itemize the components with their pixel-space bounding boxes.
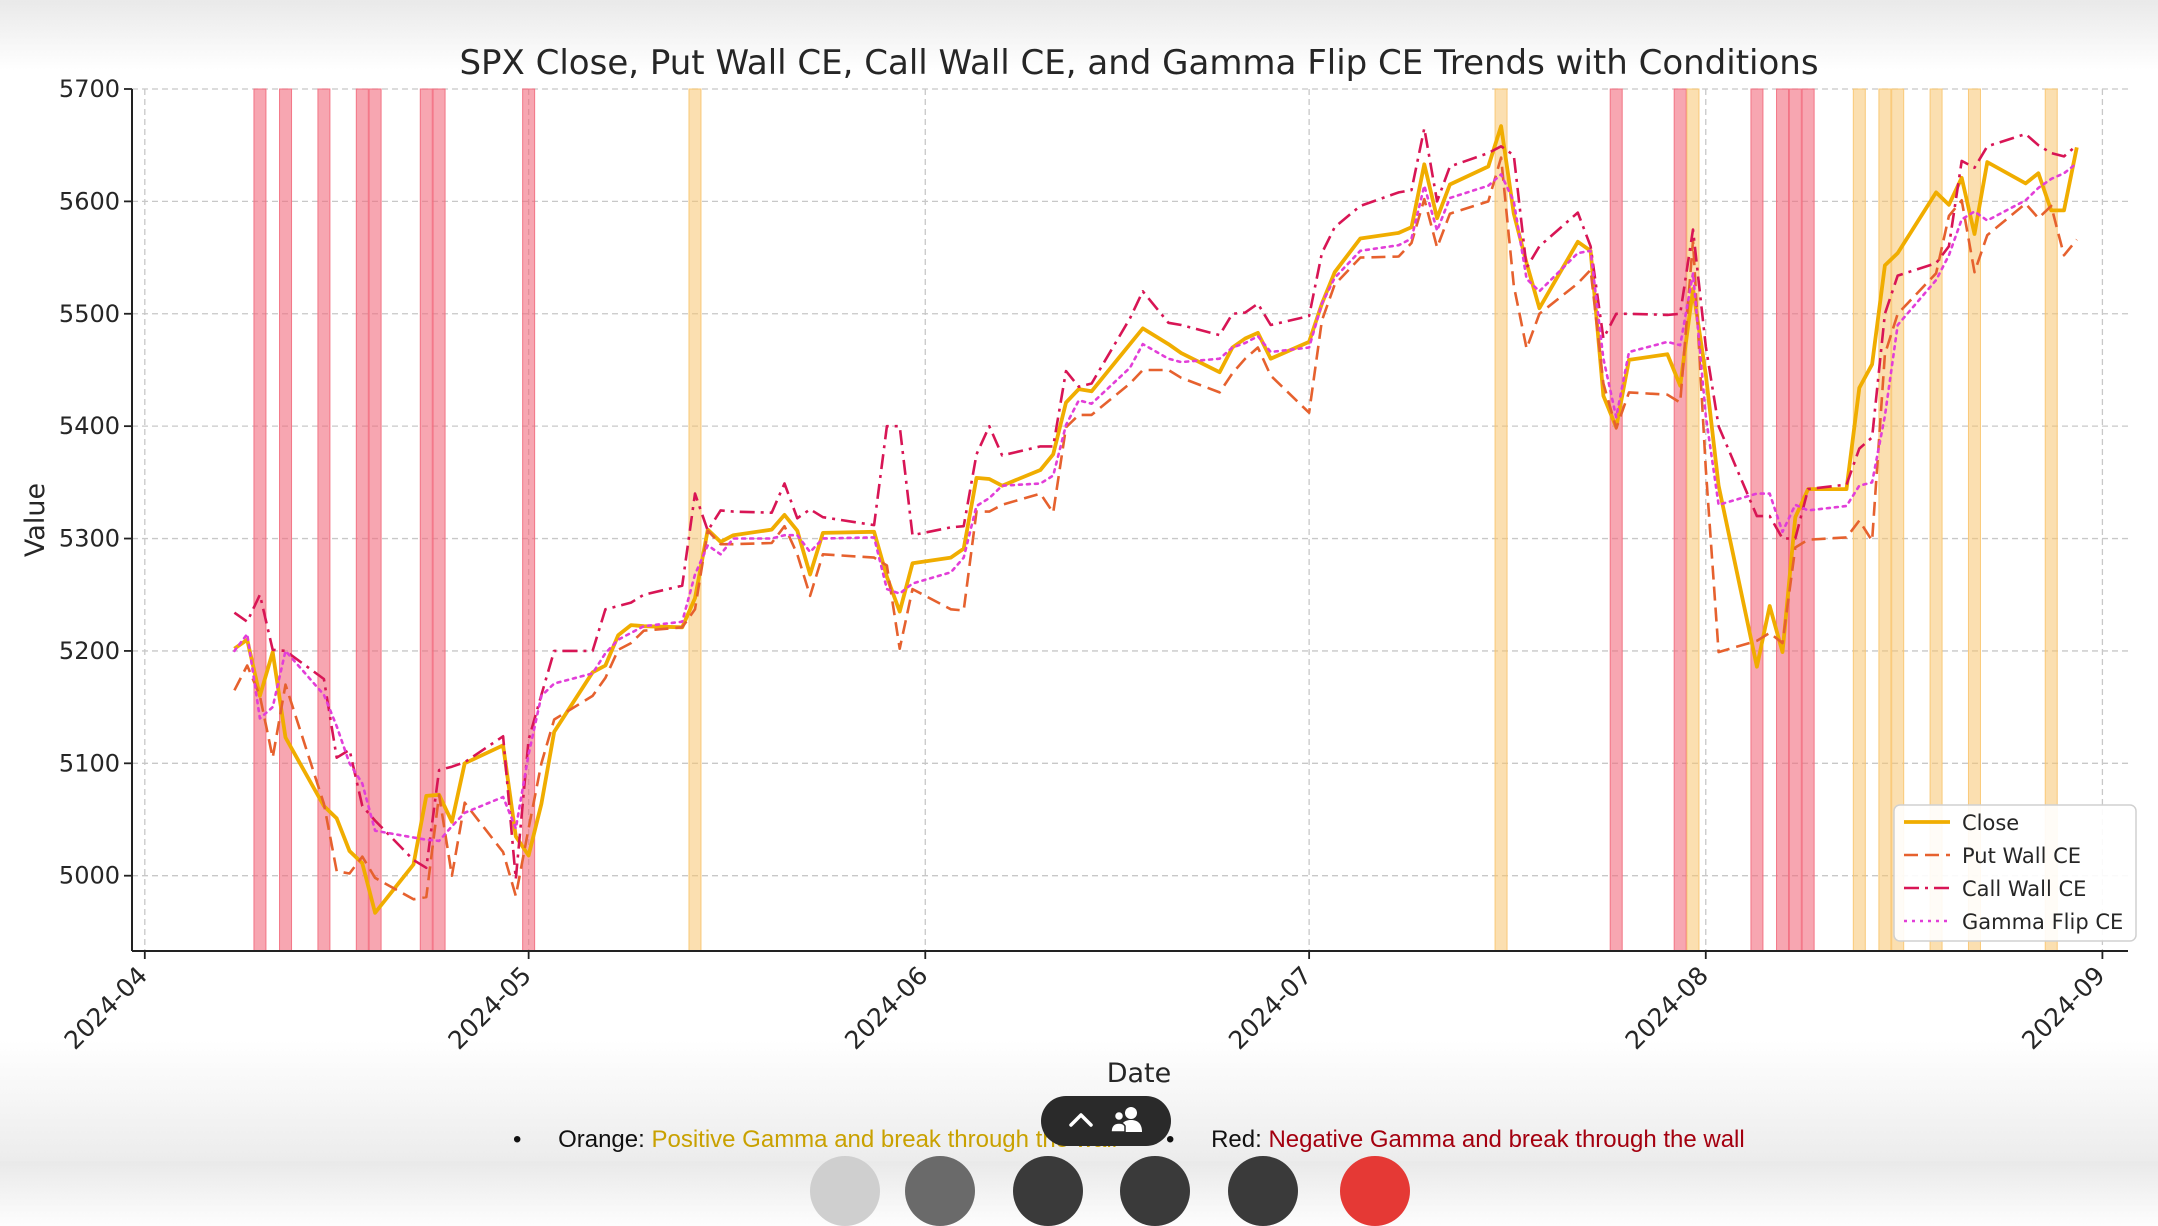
red-condition-band bbox=[1801, 88, 1815, 952]
x-tick-label: 2024-09 bbox=[2016, 961, 2110, 1055]
chart-legend: Close Put Wall CE Call Wall CE Gamma Flip C… bbox=[1893, 804, 2137, 942]
toolbar-button[interactable] bbox=[905, 1156, 975, 1226]
red-condition-band bbox=[1609, 88, 1623, 952]
x-tick-label: 2024-05 bbox=[443, 961, 537, 1055]
toolbar-button[interactable] bbox=[1228, 1156, 1298, 1226]
footer-orange-note: • Orange: Positive Gamma and break throu… bbox=[513, 1126, 1117, 1154]
chart-title: SPX Close, Put Wall CE, Call Wall CE, an… bbox=[459, 43, 1818, 83]
footer-orange-label: Orange: bbox=[558, 1126, 645, 1153]
y-tick-label: 5700 bbox=[59, 75, 120, 103]
people-icon[interactable] bbox=[1110, 1105, 1144, 1137]
footer-bullet: • bbox=[1166, 1126, 1175, 1153]
toolbar-button[interactable] bbox=[1013, 1156, 1083, 1226]
footer-bullet: • bbox=[513, 1126, 522, 1153]
red-condition-band bbox=[355, 88, 369, 952]
series-line-put-wall-ce bbox=[233, 156, 2078, 901]
red-condition-band bbox=[1776, 88, 1790, 952]
x-tick-label: 2024-04 bbox=[59, 961, 153, 1055]
footer-red-text: Negative Gamma and break through the wal… bbox=[1268, 1126, 1745, 1153]
series-line-call-wall-ce bbox=[233, 127, 2078, 881]
y-tick-label: 5300 bbox=[59, 525, 120, 553]
y-axis-label: Value bbox=[20, 483, 51, 557]
legend-label: Call Wall CE bbox=[1962, 877, 2086, 901]
series-line-gamma-flip-ce bbox=[233, 161, 2079, 843]
red-condition-band bbox=[1673, 88, 1687, 952]
legend-label: Put Wall CE bbox=[1962, 844, 2081, 868]
legend-box bbox=[1893, 804, 2137, 942]
toolbar-button[interactable] bbox=[1340, 1156, 1410, 1226]
x-tick-label: 2024-07 bbox=[1223, 961, 1317, 1055]
x-tick-label: 2024-06 bbox=[839, 961, 933, 1055]
floating-toolbar[interactable] bbox=[1041, 1096, 1171, 1146]
orange-condition-band bbox=[1878, 88, 1892, 952]
x-axis-label: Date bbox=[1107, 1058, 1172, 1089]
toolbar-button[interactable] bbox=[810, 1156, 880, 1226]
condition-bands bbox=[253, 88, 2058, 952]
y-tick-label: 5200 bbox=[59, 637, 120, 665]
legend-label: Close bbox=[1962, 811, 2019, 835]
data-series bbox=[233, 124, 2079, 915]
red-condition-band bbox=[253, 88, 267, 952]
y-tick-label: 5100 bbox=[59, 749, 120, 777]
chevron-up-icon[interactable] bbox=[1068, 1110, 1094, 1132]
orange-condition-band bbox=[1686, 88, 1700, 952]
y-tick-label: 5400 bbox=[59, 412, 120, 440]
y-tick-label: 5000 bbox=[59, 862, 120, 890]
red-condition-band bbox=[1750, 88, 1764, 952]
legend-label: Gamma Flip CE bbox=[1962, 910, 2123, 934]
orange-condition-band bbox=[1494, 88, 1508, 952]
footer-orange-text: Positive Gamma and break through the wal… bbox=[651, 1126, 1118, 1153]
footer-red-label: Red: bbox=[1211, 1126, 1262, 1153]
y-tick-label: 5600 bbox=[59, 187, 120, 215]
toolbar-button[interactable] bbox=[1120, 1156, 1190, 1226]
orange-condition-band bbox=[1852, 88, 1866, 952]
x-tick-label: 2024-08 bbox=[1620, 961, 1714, 1055]
footer-red-note: • Red: Negative Gamma and break through … bbox=[1166, 1126, 1745, 1154]
chart-canvas: SPX Close, Put Wall CE, Call Wall CE, an… bbox=[20, 43, 2137, 1089]
y-tick-label: 5500 bbox=[59, 300, 120, 328]
red-condition-band bbox=[279, 88, 293, 952]
